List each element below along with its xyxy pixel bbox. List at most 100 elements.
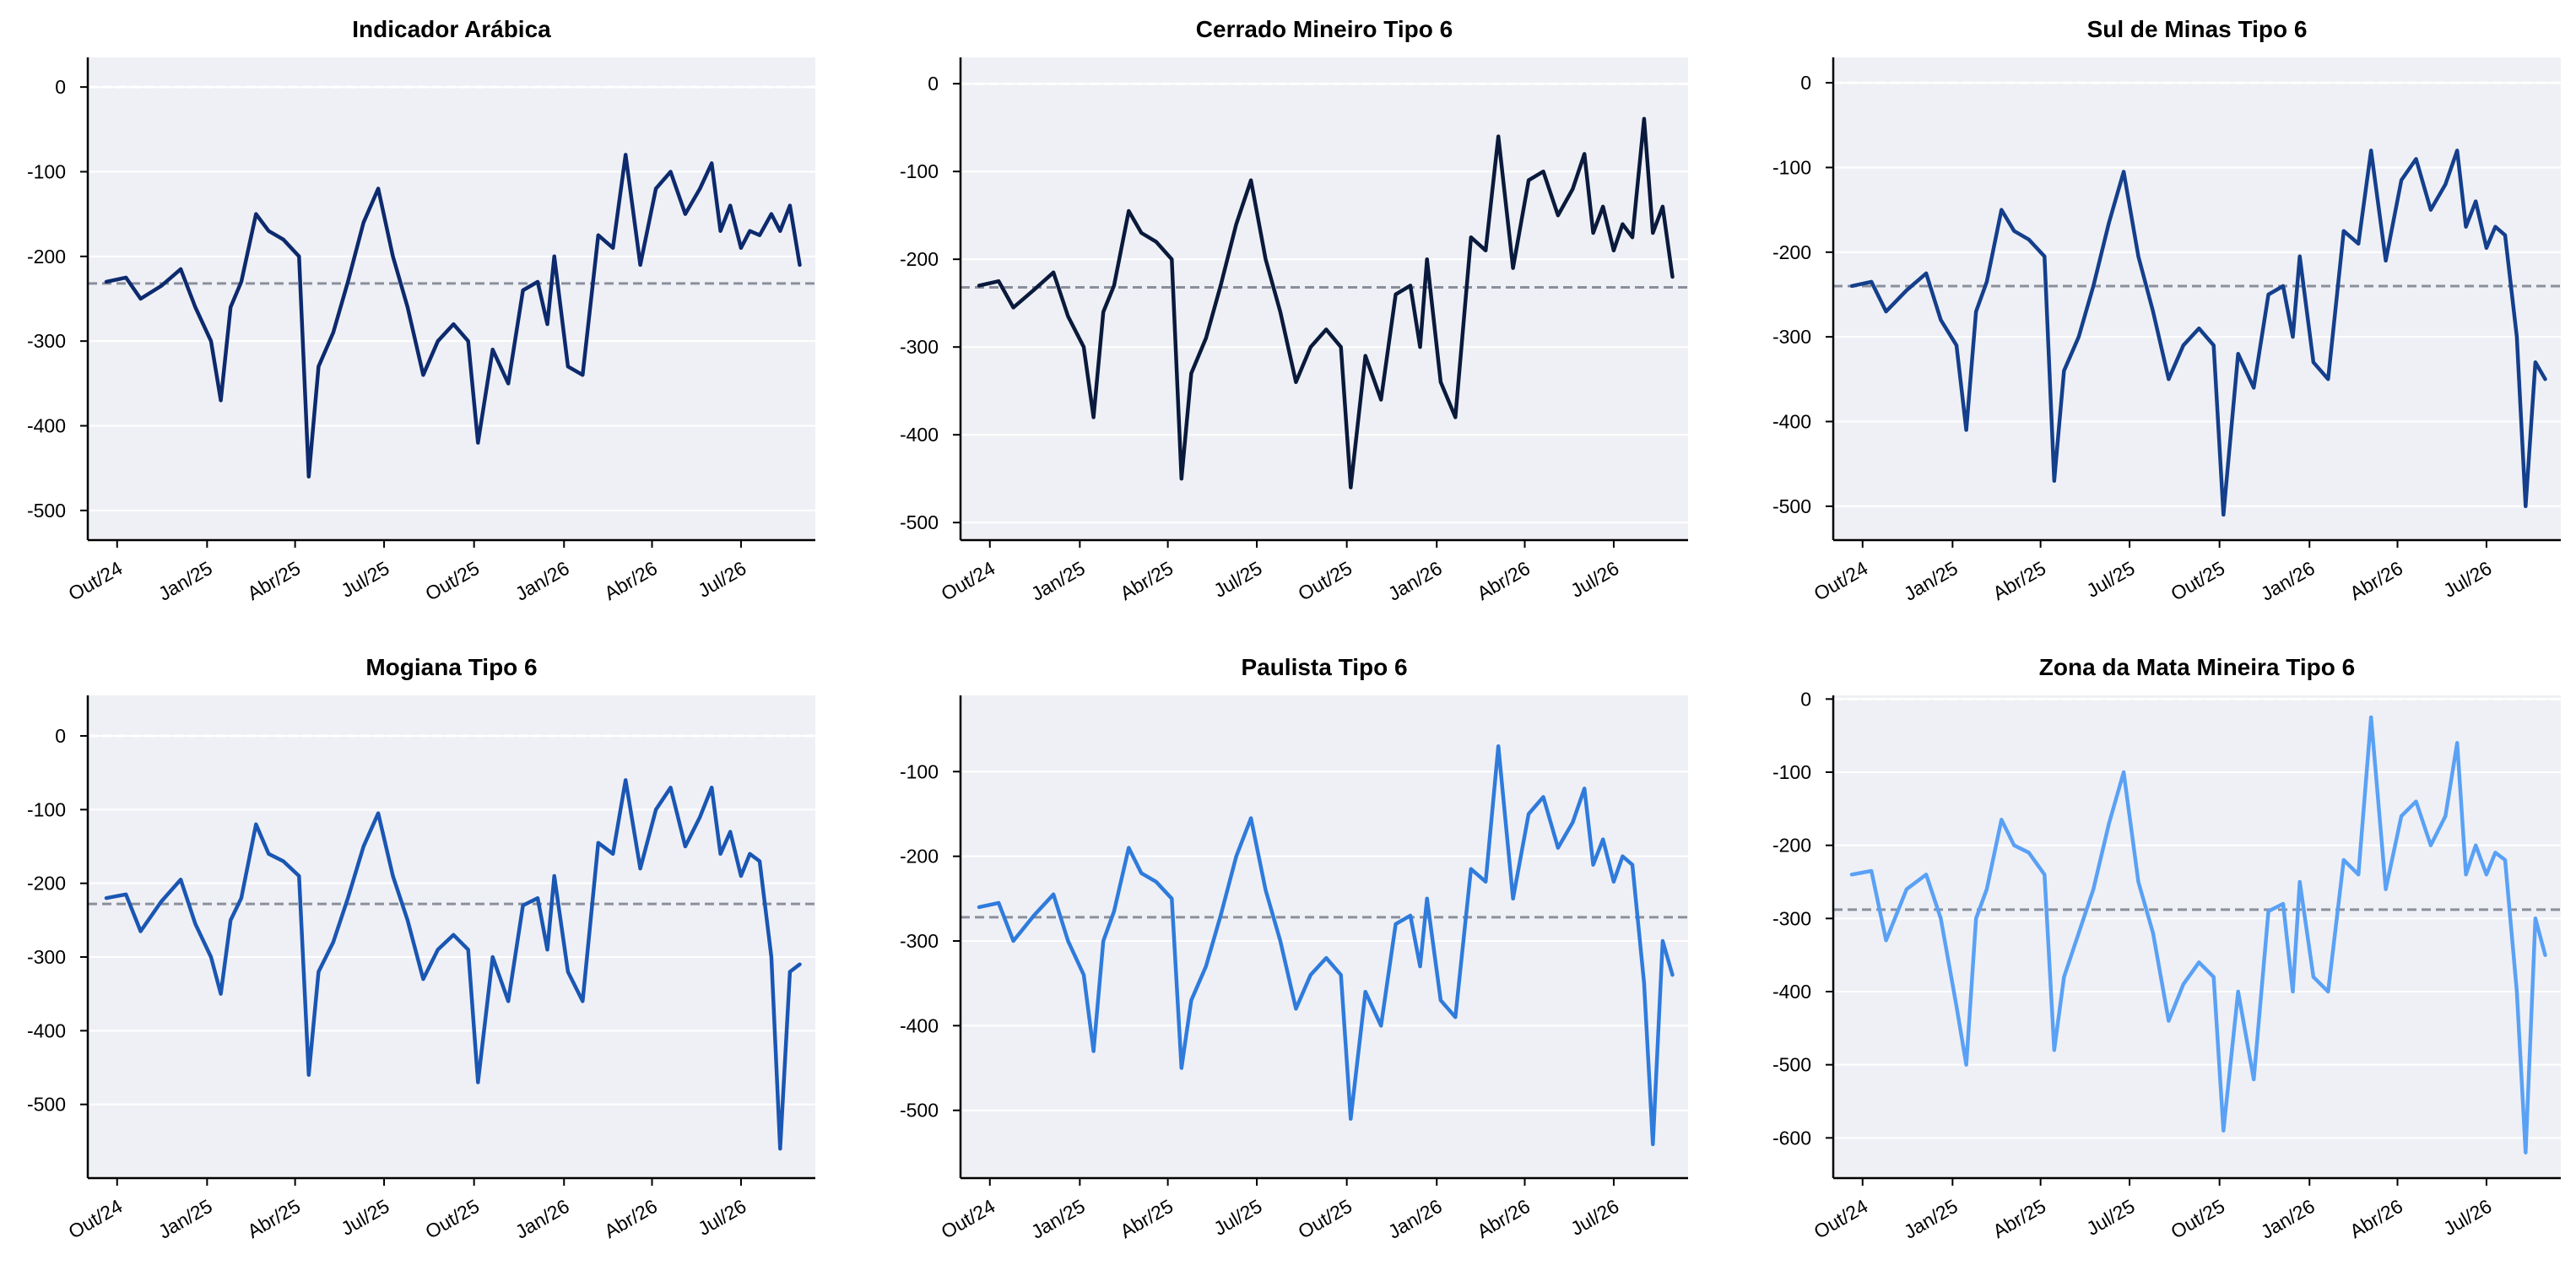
data-point	[1032, 289, 1036, 292]
data-point	[1264, 889, 1268, 892]
data-point	[476, 441, 479, 445]
data-point	[2012, 844, 2016, 847]
x-tick-label: Out/25	[421, 557, 483, 605]
data-point	[297, 255, 300, 258]
data-point	[566, 970, 570, 974]
data-point	[728, 830, 732, 834]
x-tick-label: Abr/25	[243, 557, 304, 604]
chart-title: Cerrado Mineiro Tipo 6	[1196, 16, 1453, 42]
y-tick-label: -400	[27, 415, 66, 437]
x-tick-label: Out/25	[2167, 557, 2228, 605]
y-tick-label: -500	[27, 500, 66, 522]
data-point	[536, 280, 539, 284]
x-tick-label: Jul/25	[2082, 557, 2138, 602]
data-point	[1955, 343, 1958, 347]
data-point	[2222, 1129, 2225, 1133]
data-point	[1631, 863, 1634, 867]
data-point	[376, 812, 380, 815]
data-point	[1974, 916, 1978, 920]
data-point	[436, 948, 440, 951]
data-point	[758, 859, 761, 863]
data-point	[1496, 744, 1500, 748]
data-point	[362, 221, 365, 224]
data-point	[332, 331, 335, 334]
data-point	[1349, 486, 1352, 489]
data-point	[1101, 311, 1105, 314]
data-point	[2252, 386, 2255, 389]
data-point	[219, 992, 223, 996]
data-point	[1541, 795, 1545, 799]
data-point	[179, 268, 182, 271]
data-point	[2281, 284, 2285, 288]
data-point	[2312, 976, 2315, 979]
data-point	[1219, 914, 1222, 917]
data-point	[1884, 310, 1888, 313]
x-tick-label: Out/24	[938, 1195, 999, 1243]
data-point	[739, 246, 743, 250]
data-point	[1082, 973, 1085, 976]
data-point	[209, 339, 213, 343]
chart-panel-2: 0 -100 -200 -300 -400 -500 Out/24 Jan/25 Abr/25 J…	[900, 16, 1688, 605]
data-point	[1484, 249, 1487, 252]
x-tick-label: Abr/25	[1989, 557, 2049, 604]
data-point	[597, 234, 600, 237]
plot-area	[88, 57, 815, 540]
data-point	[788, 970, 792, 974]
data-point	[2543, 377, 2547, 381]
data-point	[240, 280, 243, 284]
data-point	[2266, 293, 2270, 296]
data-point	[1155, 880, 1158, 884]
x-tick-label: Abr/26	[600, 557, 661, 604]
data-point	[2182, 982, 2185, 986]
x-tick-label: Jul/25	[2082, 1195, 2138, 1240]
data-point	[2122, 170, 2125, 174]
y-tick-label: -100	[900, 760, 939, 782]
x-tick-label: Abr/25	[1989, 1195, 2049, 1242]
data-point	[1066, 939, 1070, 943]
data-point	[1394, 293, 1398, 296]
data-point	[2493, 225, 2497, 229]
x-tick-label: Out/24	[1810, 1195, 1872, 1243]
data-point	[1870, 869, 1873, 873]
data-point	[2384, 888, 2388, 891]
x-tick-label: Jul/26	[694, 1195, 750, 1240]
data-point	[317, 970, 321, 974]
data-point	[346, 896, 349, 900]
data-point	[1127, 209, 1130, 213]
y-tick-label: 0	[1800, 688, 1811, 710]
data-point	[1496, 135, 1500, 138]
y-tick-label: -100	[900, 160, 939, 182]
data-point	[1394, 922, 1398, 926]
data-point	[1180, 1066, 1183, 1070]
data-point	[997, 279, 1000, 283]
data-point	[2503, 858, 2507, 862]
data-point	[521, 904, 525, 907]
data-point	[2136, 255, 2140, 258]
data-point	[2012, 230, 2016, 233]
data-point	[1418, 345, 1422, 349]
data-point	[1324, 956, 1328, 960]
y-tick-label: 0	[55, 725, 66, 747]
x-tick-label: Out/24	[65, 1195, 127, 1243]
data-point	[597, 841, 600, 845]
data-point	[2485, 246, 2488, 250]
data-point	[254, 213, 257, 216]
data-point	[719, 852, 722, 856]
data-point	[1309, 345, 1312, 349]
y-tick-label: -300	[900, 336, 939, 358]
data-point	[2515, 335, 2519, 338]
data-point	[2151, 932, 2155, 935]
data-point	[545, 322, 549, 326]
data-point	[1139, 872, 1143, 875]
x-tick-label: Jul/25	[1210, 1195, 1265, 1240]
data-point	[536, 896, 539, 900]
y-tick-label: -300	[900, 930, 939, 952]
data-point	[1439, 998, 1442, 1002]
data-point	[710, 786, 713, 789]
y-tick-label: -200	[900, 248, 939, 270]
data-point	[1670, 275, 1675, 278]
x-tick-label: Abr/25	[1116, 557, 1177, 604]
data-point	[684, 213, 687, 216]
data-point	[1364, 354, 1367, 358]
data-point	[1364, 990, 1367, 993]
